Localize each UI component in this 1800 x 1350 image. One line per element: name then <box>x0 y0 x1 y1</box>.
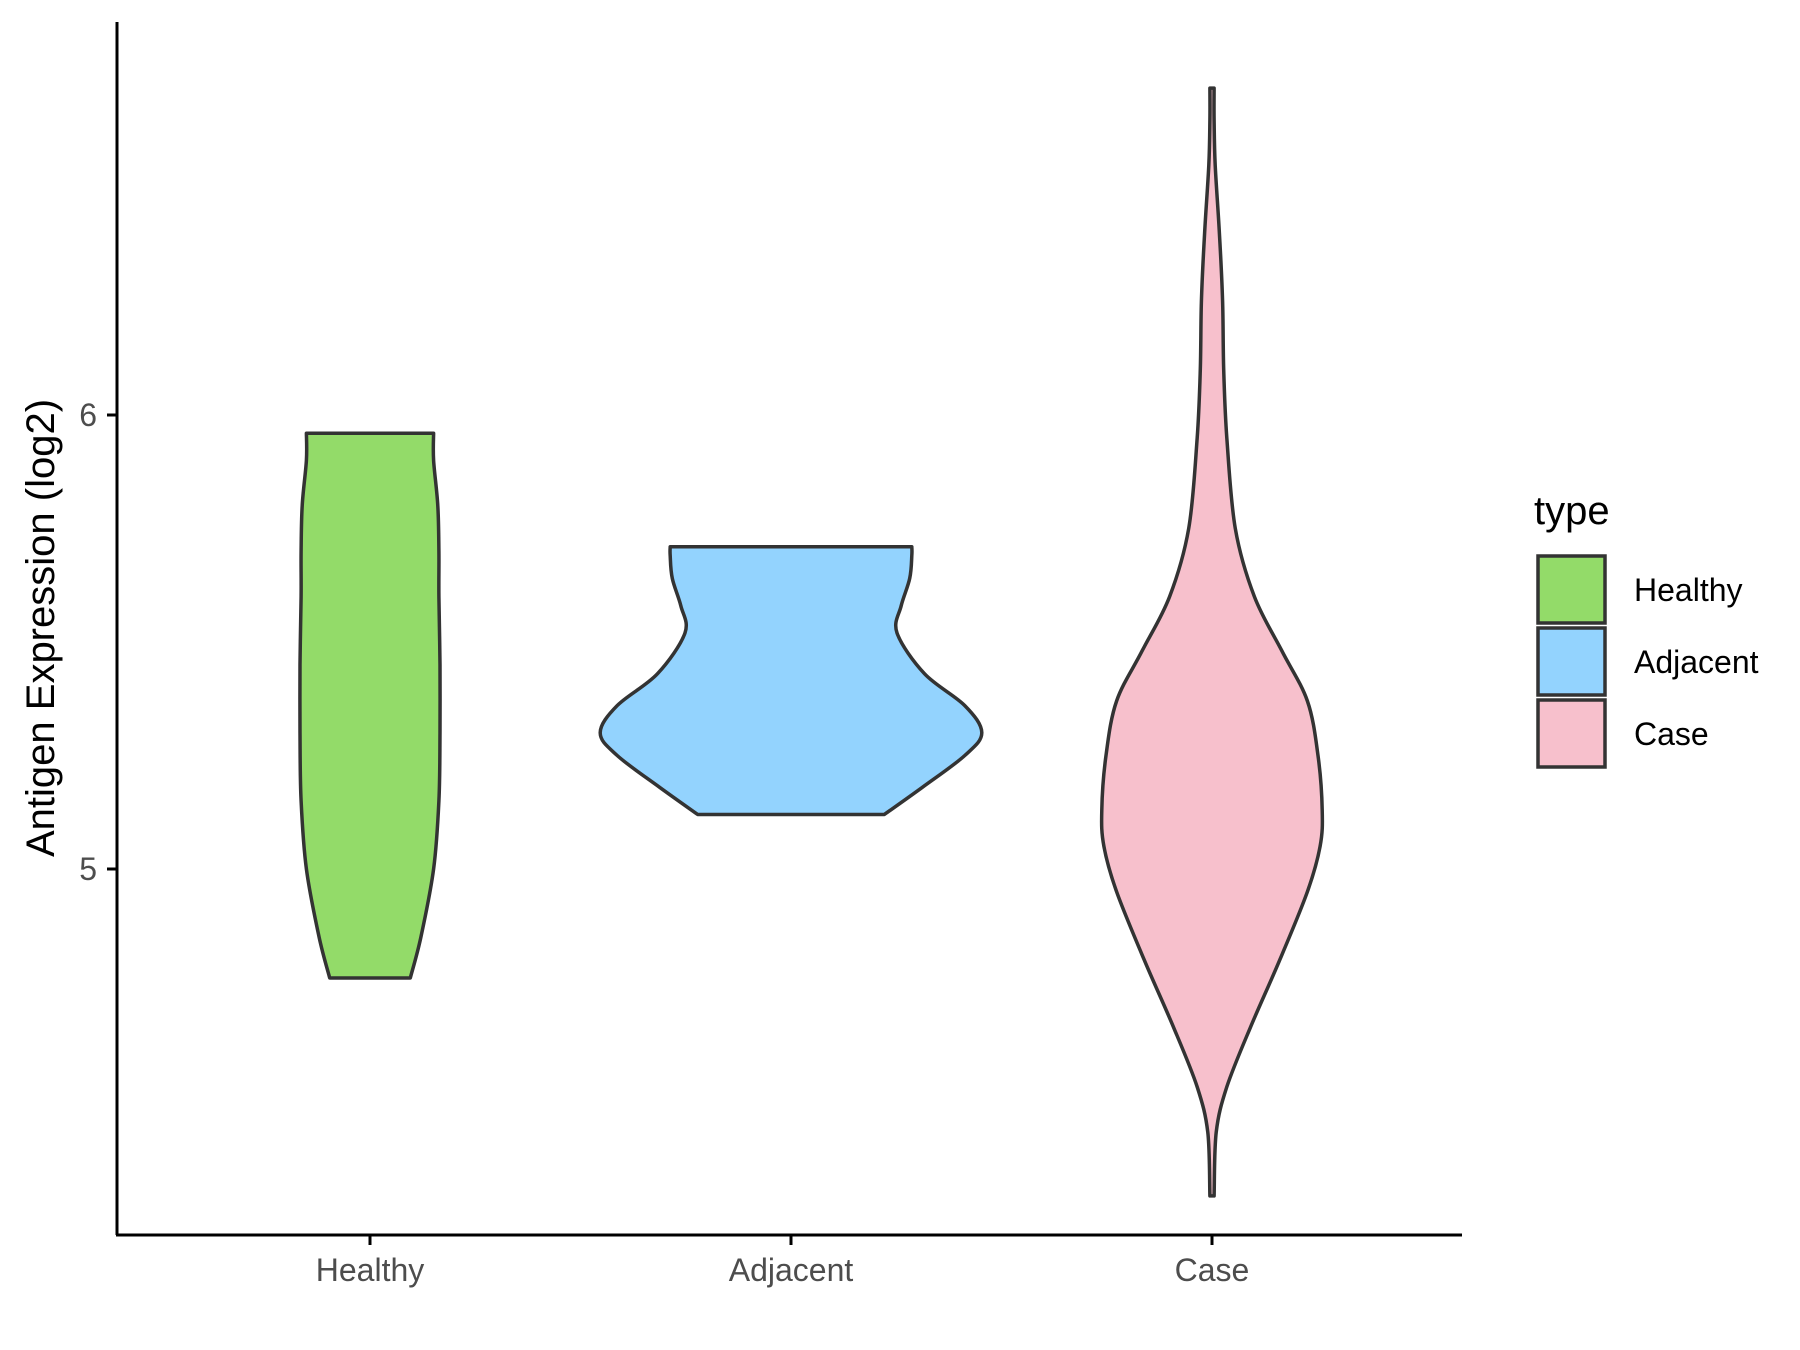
y-ticks: 56 <box>79 397 117 887</box>
y-axis-title: Antigen Expression (log2) <box>19 399 63 857</box>
x-tick-label: Case <box>1175 1252 1250 1288</box>
legend-label-adjacent: Adjacent <box>1634 644 1759 680</box>
legend-label-case: Case <box>1634 716 1709 752</box>
legend-title: type <box>1534 489 1610 533</box>
y-tick-label: 6 <box>79 397 97 433</box>
legend-label-healthy: Healthy <box>1634 572 1743 608</box>
violins-layer <box>298 86 1325 1198</box>
legend-swatch-case <box>1536 698 1607 769</box>
violin-adjacent <box>598 544 984 817</box>
x-ticks: Healthy Adjacent Case <box>316 1235 1250 1288</box>
x-tick-label: Healthy <box>316 1252 425 1288</box>
legend-swatch-adjacent <box>1536 626 1607 697</box>
violin-case <box>1099 86 1325 1198</box>
violin-healthy <box>298 431 442 980</box>
legend: type Healthy Adjacent Case <box>1534 489 1759 769</box>
legend-items: Healthy Adjacent Case <box>1536 554 1759 769</box>
y-tick-label: 5 <box>79 851 97 887</box>
legend-swatch-healthy <box>1536 554 1607 625</box>
x-tick-label: Adjacent <box>729 1252 854 1288</box>
